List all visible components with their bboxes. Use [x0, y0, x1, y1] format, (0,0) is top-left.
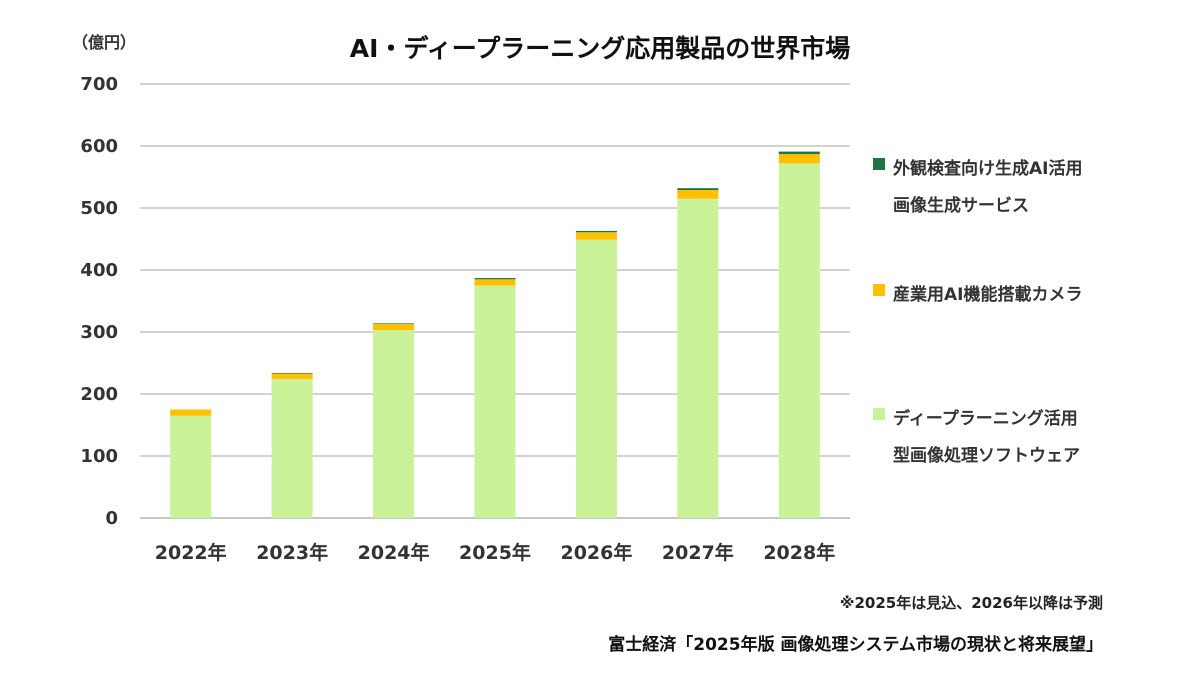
forecast-note: ※2025年は見込、2026年以降は予測 [840, 594, 1103, 612]
legend-label-2-line-0: 外観検査向け生成AI活用 [893, 158, 1082, 179]
legend-swatch-2 [873, 158, 885, 170]
y-tick-label-0: 0 [105, 508, 118, 529]
y-axis-unit-label: （億円） [72, 33, 136, 52]
x-tick-label-2027年: 2027年 [662, 541, 734, 564]
y-tick-label-500: 500 [80, 198, 118, 219]
x-tick-label-2026年: 2026年 [560, 541, 632, 564]
x-tick-label-2022年: 2022年 [155, 541, 227, 564]
y-tick-label-400: 400 [80, 260, 118, 281]
bar-2024年-series-2 [373, 323, 415, 324]
x-tick-label-2024年: 2024年 [358, 541, 430, 564]
legend-label-2-line-1: 画像生成サービス [893, 195, 1029, 216]
legend-label-0-line-0: ディープラーニング活用 [893, 408, 1078, 429]
bar-2026年-series-0 [575, 239, 617, 518]
bar-2027年-series-2 [677, 188, 719, 191]
bar-2026年-series-1 [575, 232, 617, 240]
bar-2027年-series-0 [677, 198, 719, 518]
bar-2024年-series-0 [373, 330, 415, 518]
bar-2022年-series-0 [170, 415, 212, 518]
bar-2023年-series-0 [271, 379, 313, 518]
bar-2026年-series-2 [575, 230, 617, 233]
x-axis-ticks: 2022年 2023年 2024年 2025年 2026年 2027年 2028年 [155, 541, 835, 564]
bar-2025年-series-2 [474, 278, 516, 280]
y-tick-label-600: 600 [80, 136, 118, 157]
x-tick-label-2028年: 2028年 [763, 541, 835, 564]
y-tick-label-100: 100 [80, 446, 118, 467]
legend-label-0-line-1: 型画像処理ソフトウェア [893, 445, 1080, 466]
legend-label-1-line-0: 産業用AI機能搭載カメラ [893, 284, 1082, 305]
bar-2023年-series-2 [271, 372, 313, 374]
y-tick-label-300: 300 [80, 322, 118, 343]
bar-2024年-series-1 [373, 323, 415, 331]
bar-2028年-series-0 [778, 163, 820, 519]
bar-2025年-series-0 [474, 285, 516, 518]
bar-2022年-series-1 [170, 409, 212, 416]
bar-2023年-series-1 [271, 373, 313, 380]
bar-2028年-series-1 [778, 154, 820, 164]
source-citation: 富士経済「2025年版 画像処理システム市場の現状と将来展望」 [608, 634, 1103, 655]
x-tick-label-2025年: 2025年 [459, 541, 531, 564]
legend: 外観検査向け生成AI活用画像生成サービス産業用AI機能搭載カメラディープラーニン… [873, 158, 1082, 466]
chart-title: AI・ディープラーニング応用製品の世界市場 [350, 34, 850, 63]
legend-swatch-1 [873, 284, 885, 296]
x-tick-label-2023年: 2023年 [256, 541, 328, 564]
legend-swatch-0 [873, 408, 885, 420]
y-tick-label-200: 200 [80, 384, 118, 405]
y-axis-ticks: 0 100 200 300 400 500 600 700 [80, 74, 118, 529]
y-tick-label-700: 700 [80, 74, 118, 95]
bars [170, 151, 820, 519]
bar-2025年-series-1 [474, 279, 516, 286]
bar-2027年-series-1 [677, 190, 719, 199]
bar-2028年-series-2 [778, 151, 820, 155]
